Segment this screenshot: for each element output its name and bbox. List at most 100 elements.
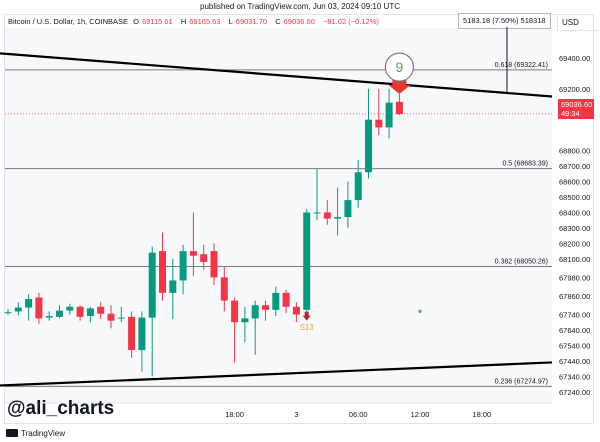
trendlines <box>0 27 553 387</box>
fib-label: 0.236 (67274.97) <box>495 378 548 385</box>
y-tick-label: 68200.00 <box>559 239 590 248</box>
low-label: L <box>228 17 233 26</box>
candles <box>4 88 403 377</box>
trendline[interactable] <box>0 52 553 98</box>
x-tick-label: 18:00 <box>472 410 491 419</box>
low-value: 69031.70 <box>235 17 268 26</box>
open-label: O <box>133 17 139 26</box>
candle-body[interactable] <box>375 119 383 128</box>
candle-body[interactable] <box>56 310 63 317</box>
plot-area[interactable] <box>5 28 552 403</box>
currency-label[interactable]: USD <box>557 16 598 31</box>
signal-dot <box>418 309 422 314</box>
close-value: 69036.60 <box>283 17 315 26</box>
close-label: C <box>275 17 281 26</box>
price-tag-box <box>558 99 594 119</box>
candle-body[interactable] <box>14 307 22 312</box>
candle-body[interactable] <box>107 313 115 321</box>
candle-body[interactable] <box>241 318 249 323</box>
candle-body[interactable] <box>251 305 259 319</box>
open-value: 69115.61 <box>141 17 173 26</box>
candle-body[interactable] <box>138 317 146 351</box>
y-tick-label: 67980.00 <box>559 273 590 282</box>
candle-body[interactable] <box>76 306 84 317</box>
candle-body[interactable] <box>231 300 239 323</box>
count-label: 9 <box>396 59 404 75</box>
candle-body[interactable] <box>344 200 352 218</box>
candle-body[interactable] <box>313 212 321 214</box>
candle-body[interactable] <box>117 317 125 319</box>
annotations: 9 S13 <box>300 52 422 332</box>
tradingview-footer: TradingView <box>6 428 65 440</box>
x-tick-label: 06:00 <box>349 410 368 419</box>
candle-body[interactable] <box>179 251 187 281</box>
x-tick-label: 3 <box>294 410 298 419</box>
candle-body[interactable] <box>210 251 218 278</box>
fib-label: 0.382 (68050.26) <box>495 259 548 266</box>
candle-body[interactable] <box>66 306 74 311</box>
high-label: H <box>180 17 187 26</box>
setup-label: S13 <box>300 323 315 332</box>
candle-body[interactable] <box>292 306 300 315</box>
high-value: 69165.63 <box>189 17 221 26</box>
candle-body[interactable] <box>169 280 177 293</box>
y-tick-label: 67240.00 <box>559 388 590 397</box>
change-value: −81.02 (−0.12%) <box>323 17 379 26</box>
candle-body[interactable] <box>323 212 331 219</box>
candle-body[interactable] <box>282 292 290 307</box>
candle-body[interactable] <box>303 212 311 310</box>
candle-body[interactable] <box>159 251 166 293</box>
y-tick-label: 67860.00 <box>559 292 590 301</box>
y-tick-label: 67740.00 <box>559 311 590 320</box>
measure-tooltip: 5183.18 (7.50%) 518318 <box>458 13 551 29</box>
candle-body[interactable] <box>45 316 53 318</box>
author-watermark: @ali_charts <box>7 398 115 419</box>
candle-body[interactable] <box>395 101 403 115</box>
y-tick-label: 69400.00 <box>559 54 590 63</box>
price-tag-value: 69036.60 <box>561 100 592 109</box>
fib-label: 0.5 (68683.39) <box>502 161 548 168</box>
fib-levels: 0.618 (69322.41) 0.5 (68683.39) 0.382 (680… <box>5 62 552 387</box>
candle-body[interactable] <box>128 316 136 351</box>
trendline[interactable] <box>0 361 553 387</box>
count-circle <box>384 52 414 82</box>
candle-body[interactable] <box>200 254 208 262</box>
y-tick-label: 68700.00 <box>559 162 590 171</box>
y-tick-label: 68600.00 <box>559 178 590 187</box>
y-axis: 69400.00 69200.00 68800.00 68700.00 68600.00… <box>559 54 590 397</box>
x-tick-label: 18:00 <box>225 410 244 419</box>
setup-arrow-icon <box>302 311 311 321</box>
candle-body[interactable] <box>365 119 372 173</box>
footer-text: TradingView <box>21 429 66 438</box>
y-tick-label: 67540.00 <box>559 341 590 350</box>
price-tag-countdown: 49:34 <box>561 109 580 118</box>
candle-body[interactable] <box>25 299 33 308</box>
y-tick-label: 68100.00 <box>559 255 590 264</box>
y-tick-label: 67640.00 <box>559 326 590 335</box>
y-tick-label: 69200.00 <box>559 85 590 94</box>
sell-arrow-icon <box>388 77 411 94</box>
candle-body[interactable] <box>220 277 228 301</box>
candle-body[interactable] <box>334 217 342 219</box>
candle-body[interactable] <box>35 297 43 319</box>
candle-body[interactable] <box>189 251 197 256</box>
candle-body[interactable] <box>4 312 12 314</box>
candle-body[interactable] <box>354 172 362 201</box>
y-tick-label: 68500.00 <box>559 193 590 202</box>
x-axis: 18:00 3 06:00 12:00 18:00 <box>5 402 552 419</box>
candle-body[interactable] <box>148 252 156 318</box>
y-tick-label: 68800.00 <box>559 147 590 156</box>
y-tick-label: 68300.00 <box>559 224 590 233</box>
candle-body[interactable] <box>272 292 280 310</box>
candle-body[interactable] <box>86 308 94 317</box>
x-tick-label: 12:00 <box>411 410 430 419</box>
fib-label: 0.618 (69322.41) <box>495 62 548 69</box>
price-tag: 69036.60 49:34 <box>558 99 594 119</box>
published-note: published on TradingView.com, Jun 03, 20… <box>200 2 400 11</box>
candle-body[interactable] <box>385 102 393 128</box>
symbol-legend: Bitcoin / U.S. Dollar, 1h, COINBASE O 691… <box>8 17 382 27</box>
candle-body[interactable] <box>97 306 105 314</box>
symbol-title[interactable]: Bitcoin / U.S. Dollar, 1h, COINBASE <box>8 17 129 26</box>
candle-body[interactable] <box>262 305 269 310</box>
